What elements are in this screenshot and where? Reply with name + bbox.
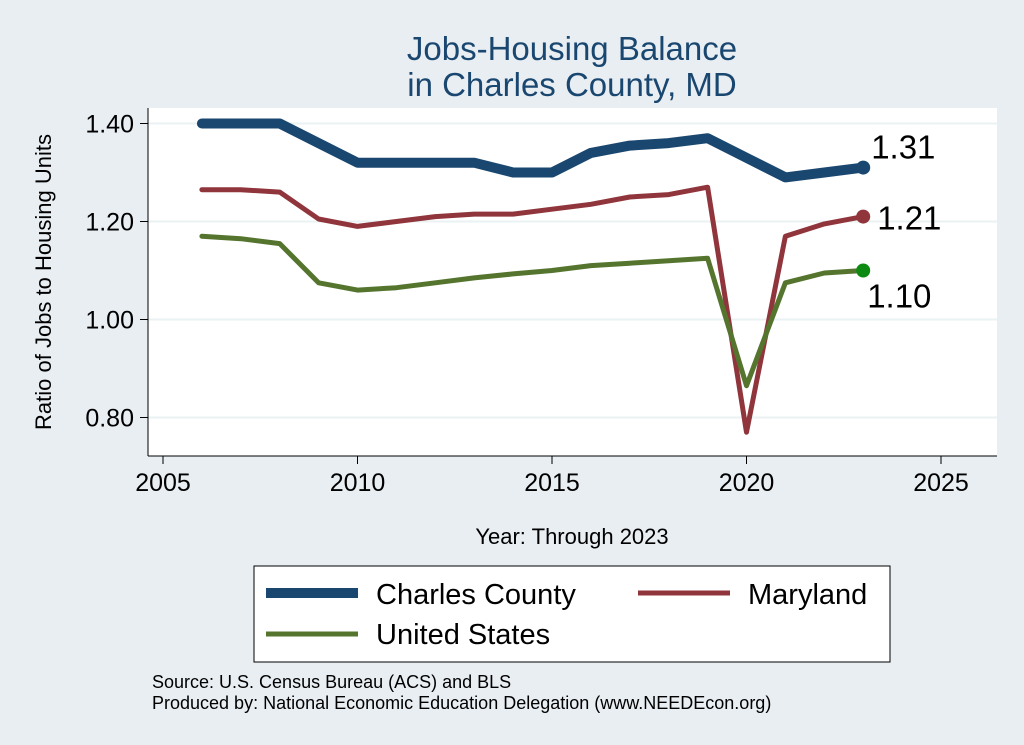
legend-box bbox=[253, 565, 891, 663]
producer-note: Produced by: National Economic Education… bbox=[152, 693, 771, 713]
end-label-maryland: 1.21 bbox=[877, 200, 941, 237]
x-tick-label: 2010 bbox=[330, 469, 386, 497]
end-point-maryland bbox=[856, 209, 871, 224]
x-tick-label: 2005 bbox=[135, 469, 191, 497]
chart-subtitle: in Charles County, MD bbox=[407, 66, 737, 103]
chart-title: Jobs-Housing Balance bbox=[407, 30, 737, 67]
end-point-united-states bbox=[856, 263, 871, 278]
source-note: Source: U.S. Census Bureau (ACS) and BLS bbox=[152, 672, 511, 692]
y-tick-label: 1.20 bbox=[85, 209, 134, 237]
end-label-charles-county: 1.31 bbox=[871, 129, 935, 166]
x-tick-label: 2020 bbox=[719, 469, 775, 497]
x-tick-label: 2025 bbox=[913, 469, 969, 497]
x-tick-label: 2015 bbox=[524, 469, 580, 497]
legend-label-maryland: Maryland bbox=[748, 579, 867, 611]
end-label-united-states: 1.10 bbox=[867, 278, 931, 315]
series-lines bbox=[196, 118, 871, 435]
end-labels: 1.31 1.21 1.10 bbox=[867, 129, 941, 315]
y-tick-label: 1.00 bbox=[85, 307, 134, 335]
y-tick-label: 0.80 bbox=[85, 405, 134, 433]
legend-label-charles-county: Charles County bbox=[376, 579, 576, 611]
x-axis-title: Year: Through 2023 bbox=[475, 524, 668, 549]
legend-label-united-states: United States bbox=[376, 619, 550, 651]
axis-ticks: 0.80 1.00 1.20 1.40 2005 2010 2015 2020 2025 bbox=[85, 111, 968, 498]
y-tick-label: 1.40 bbox=[85, 111, 134, 139]
y-axis-title: Ratio of Jobs to Housing Units bbox=[31, 134, 56, 430]
series-line-charles-county bbox=[196, 118, 869, 183]
series-line-united-states bbox=[199, 233, 866, 389]
series-line-maryland bbox=[199, 184, 866, 435]
end-point-charles-county bbox=[856, 160, 871, 175]
